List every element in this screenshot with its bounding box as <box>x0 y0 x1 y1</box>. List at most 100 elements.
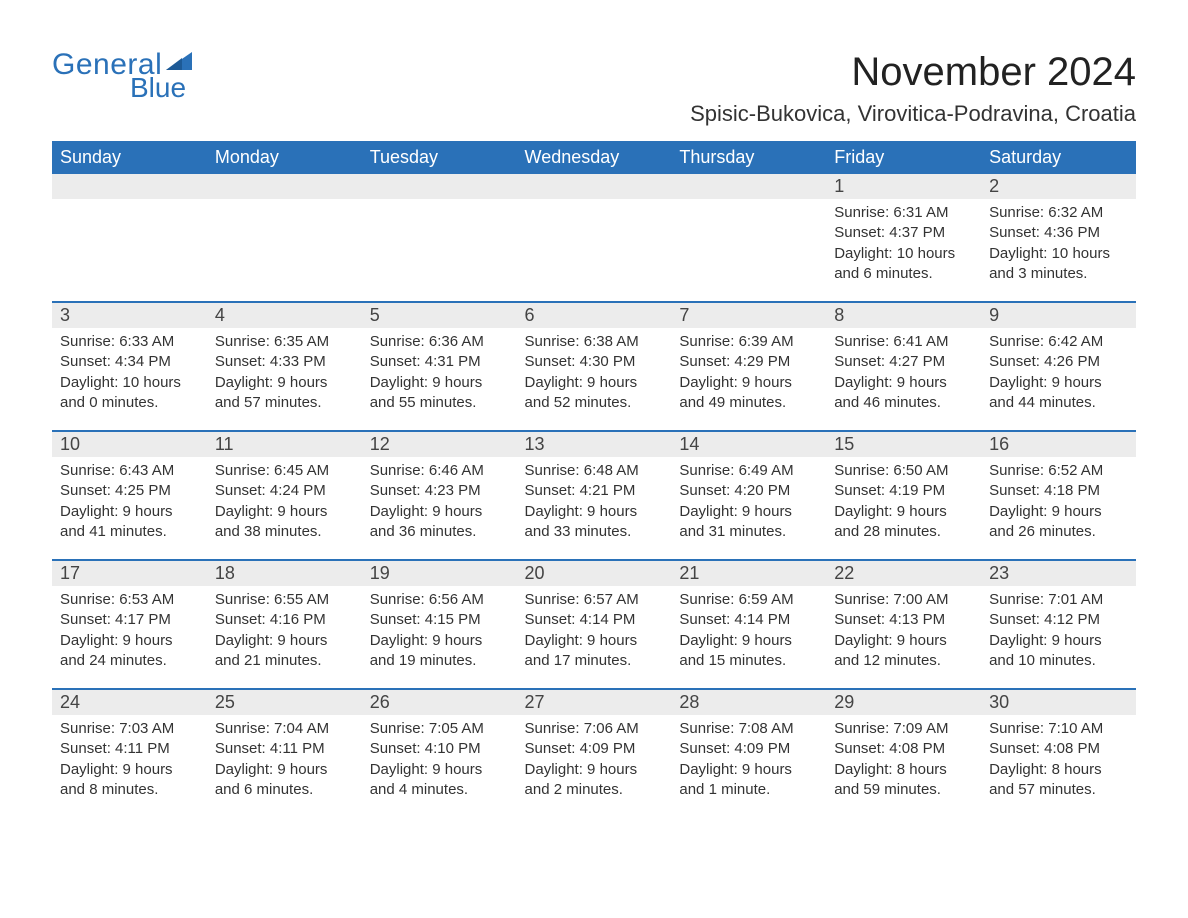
sunrise-line: Sunrise: 6:33 AM <box>60 332 199 352</box>
day-details: Sunrise: 7:04 AMSunset: 4:11 PMDaylight:… <box>207 715 362 810</box>
calendar-cell: 25Sunrise: 7:04 AMSunset: 4:11 PMDayligh… <box>207 690 362 818</box>
day-number: 29 <box>826 690 981 715</box>
daylight-line-2: and 52 minutes. <box>525 393 664 413</box>
day-number: 28 <box>671 690 826 715</box>
day-number: 30 <box>981 690 1136 715</box>
day-details: Sunrise: 7:06 AMSunset: 4:09 PMDaylight:… <box>517 715 672 810</box>
sunrise-line: Sunrise: 6:45 AM <box>215 461 354 481</box>
sunrise-line: Sunrise: 7:04 AM <box>215 719 354 739</box>
day-number: 20 <box>517 561 672 586</box>
calendar-cell: 18Sunrise: 6:55 AMSunset: 4:16 PMDayligh… <box>207 561 362 689</box>
daylight-line-1: Daylight: 8 hours <box>834 760 973 780</box>
day-details: Sunrise: 7:09 AMSunset: 4:08 PMDaylight:… <box>826 715 981 810</box>
calendar-cell: 15Sunrise: 6:50 AMSunset: 4:19 PMDayligh… <box>826 432 981 560</box>
daylight-line-2: and 59 minutes. <box>834 780 973 800</box>
daylight-line-2: and 36 minutes. <box>370 522 509 542</box>
sunrise-line: Sunrise: 6:56 AM <box>370 590 509 610</box>
daylight-line-2: and 19 minutes. <box>370 651 509 671</box>
location-subtitle: Spisic-Bukovica, Virovitica-Podravina, C… <box>690 101 1136 127</box>
calendar-cell: 24Sunrise: 7:03 AMSunset: 4:11 PMDayligh… <box>52 690 207 818</box>
daylight-line-1: Daylight: 9 hours <box>679 631 818 651</box>
day-number: 13 <box>517 432 672 457</box>
sunrise-line: Sunrise: 6:32 AM <box>989 203 1128 223</box>
day-details: Sunrise: 6:31 AMSunset: 4:37 PMDaylight:… <box>826 199 981 294</box>
day-details: Sunrise: 6:52 AMSunset: 4:18 PMDaylight:… <box>981 457 1136 552</box>
daylight-line-2: and 12 minutes. <box>834 651 973 671</box>
day-details: Sunrise: 7:03 AMSunset: 4:11 PMDaylight:… <box>52 715 207 810</box>
sunset-line: Sunset: 4:33 PM <box>215 352 354 372</box>
sunrise-line: Sunrise: 6:41 AM <box>834 332 973 352</box>
day-number: 3 <box>52 303 207 328</box>
sunrise-line: Sunrise: 7:01 AM <box>989 590 1128 610</box>
day-details: Sunrise: 7:05 AMSunset: 4:10 PMDaylight:… <box>362 715 517 810</box>
daylight-line-2: and 26 minutes. <box>989 522 1128 542</box>
day-number: 27 <box>517 690 672 715</box>
day-number: 8 <box>826 303 981 328</box>
sunset-line: Sunset: 4:09 PM <box>525 739 664 759</box>
daylight-line-1: Daylight: 9 hours <box>370 760 509 780</box>
sunrise-line: Sunrise: 6:48 AM <box>525 461 664 481</box>
daylight-line-1: Daylight: 9 hours <box>60 760 199 780</box>
daylight-line-2: and 4 minutes. <box>370 780 509 800</box>
day-number: 22 <box>826 561 981 586</box>
daylight-line-1: Daylight: 9 hours <box>989 373 1128 393</box>
daylight-line-1: Daylight: 9 hours <box>989 631 1128 651</box>
daylight-line-1: Daylight: 9 hours <box>525 760 664 780</box>
sunset-line: Sunset: 4:08 PM <box>834 739 973 759</box>
day-number: 23 <box>981 561 1136 586</box>
page-header: General Blue November 2024 Spisic-Bukovi… <box>52 50 1136 127</box>
day-number: 24 <box>52 690 207 715</box>
day-header-row: Sunday Monday Tuesday Wednesday Thursday… <box>52 141 1136 174</box>
day-number: 14 <box>671 432 826 457</box>
sunset-line: Sunset: 4:37 PM <box>834 223 973 243</box>
day-details: Sunrise: 6:43 AMSunset: 4:25 PMDaylight:… <box>52 457 207 552</box>
day-number: 1 <box>826 174 981 199</box>
day-details: Sunrise: 6:48 AMSunset: 4:21 PMDaylight:… <box>517 457 672 552</box>
daylight-line-2: and 38 minutes. <box>215 522 354 542</box>
day-header: Sunday <box>52 141 207 174</box>
calendar-cell: 8Sunrise: 6:41 AMSunset: 4:27 PMDaylight… <box>826 303 981 431</box>
day-header: Thursday <box>671 141 826 174</box>
daylight-line-1: Daylight: 9 hours <box>834 373 973 393</box>
daylight-line-1: Daylight: 9 hours <box>525 373 664 393</box>
calendar-cell <box>362 174 517 302</box>
calendar-cell: 17Sunrise: 6:53 AMSunset: 4:17 PMDayligh… <box>52 561 207 689</box>
calendar-cell: 20Sunrise: 6:57 AMSunset: 4:14 PMDayligh… <box>517 561 672 689</box>
sunset-line: Sunset: 4:13 PM <box>834 610 973 630</box>
sunset-line: Sunset: 4:19 PM <box>834 481 973 501</box>
calendar-cell: 28Sunrise: 7:08 AMSunset: 4:09 PMDayligh… <box>671 690 826 818</box>
daylight-line-1: Daylight: 8 hours <box>989 760 1128 780</box>
daylight-line-2: and 57 minutes. <box>215 393 354 413</box>
calendar-cell: 11Sunrise: 6:45 AMSunset: 4:24 PMDayligh… <box>207 432 362 560</box>
day-details: Sunrise: 6:45 AMSunset: 4:24 PMDaylight:… <box>207 457 362 552</box>
calendar-cell <box>207 174 362 302</box>
day-details: Sunrise: 6:56 AMSunset: 4:15 PMDaylight:… <box>362 586 517 681</box>
daylight-line-2: and 21 minutes. <box>215 651 354 671</box>
daylight-line-2: and 46 minutes. <box>834 393 973 413</box>
sunset-line: Sunset: 4:24 PM <box>215 481 354 501</box>
sunrise-line: Sunrise: 6:38 AM <box>525 332 664 352</box>
sunset-line: Sunset: 4:08 PM <box>989 739 1128 759</box>
daylight-line-1: Daylight: 9 hours <box>215 760 354 780</box>
day-details: Sunrise: 6:57 AMSunset: 4:14 PMDaylight:… <box>517 586 672 681</box>
day-header: Tuesday <box>362 141 517 174</box>
daylight-line-1: Daylight: 9 hours <box>370 373 509 393</box>
daylight-line-2: and 3 minutes. <box>989 264 1128 284</box>
day-number: 2 <box>981 174 1136 199</box>
day-header: Friday <box>826 141 981 174</box>
sunset-line: Sunset: 4:10 PM <box>370 739 509 759</box>
sunset-line: Sunset: 4:21 PM <box>525 481 664 501</box>
sunset-line: Sunset: 4:15 PM <box>370 610 509 630</box>
sunset-line: Sunset: 4:26 PM <box>989 352 1128 372</box>
day-details: Sunrise: 6:32 AMSunset: 4:36 PMDaylight:… <box>981 199 1136 294</box>
calendar-cell: 13Sunrise: 6:48 AMSunset: 4:21 PMDayligh… <box>517 432 672 560</box>
sunset-line: Sunset: 4:30 PM <box>525 352 664 372</box>
daylight-line-1: Daylight: 9 hours <box>215 502 354 522</box>
daylight-line-1: Daylight: 9 hours <box>215 373 354 393</box>
calendar-cell: 23Sunrise: 7:01 AMSunset: 4:12 PMDayligh… <box>981 561 1136 689</box>
sunset-line: Sunset: 4:29 PM <box>679 352 818 372</box>
daylight-line-2: and 31 minutes. <box>679 522 818 542</box>
calendar-cell <box>52 174 207 302</box>
day-details: Sunrise: 7:01 AMSunset: 4:12 PMDaylight:… <box>981 586 1136 681</box>
day-details: Sunrise: 6:35 AMSunset: 4:33 PMDaylight:… <box>207 328 362 423</box>
